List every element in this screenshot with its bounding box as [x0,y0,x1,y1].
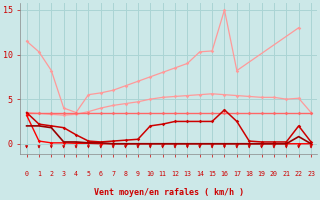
X-axis label: Vent moyen/en rafales ( km/h ): Vent moyen/en rafales ( km/h ) [94,188,244,197]
